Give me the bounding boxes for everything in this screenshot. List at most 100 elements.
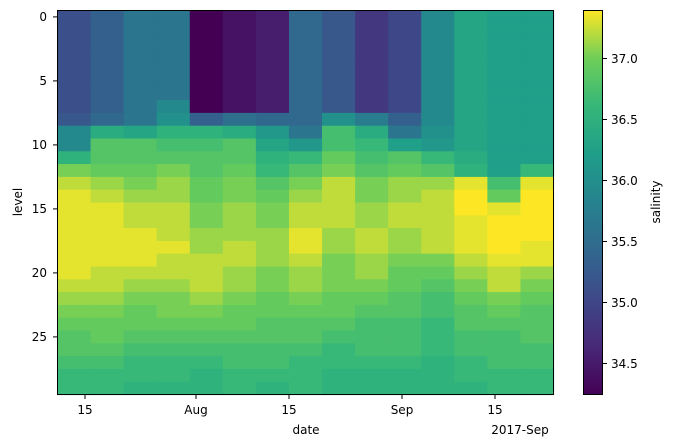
heatmap-cell [288,176,323,191]
heatmap-cell [322,189,356,204]
heatmap-cell [255,266,290,280]
heatmap-cell [388,125,422,140]
heatmap-cell [288,343,323,357]
heatmap-cell [222,202,257,216]
heatmap-cell [189,304,224,319]
heatmap-cell [123,292,158,306]
heatmap-cell [520,266,555,280]
heatmap-cell [322,253,356,268]
heatmap-cell [288,36,323,50]
heatmap-cell [255,253,290,268]
heatmap-cell [388,330,422,344]
heatmap-cell [90,112,125,127]
heatmap-cell [57,240,92,255]
heatmap-cell [487,164,522,178]
y-tick-label: 25 [32,330,47,344]
heatmap-cell [57,381,92,396]
heatmap-cell [189,176,224,191]
heatmap-cell [57,87,92,101]
heatmap-cell [90,138,125,152]
heatmap-cell [189,368,224,383]
heatmap-cell [322,292,356,306]
heatmap-cell [388,87,422,101]
heatmap-cell [520,292,555,306]
heatmap-cell [421,368,455,383]
heatmap-cell [255,381,290,396]
heatmap-cell [322,304,356,319]
heatmap-cell [355,228,389,242]
heatmap-cell [454,292,488,306]
heatmap-cell [255,228,290,242]
heatmap-cell [355,138,389,152]
heatmap-cell [123,381,158,396]
heatmap-cell [189,87,224,101]
heatmap-cell [288,189,323,204]
heatmap-cell [288,48,323,63]
heatmap-cell [189,74,224,88]
heatmap-cell [189,240,224,255]
heatmap-cell [421,151,455,165]
heatmap-cell [90,215,125,229]
heatmap-cell [156,10,191,24]
heatmap-cell [189,292,224,306]
heatmap-cell [90,266,125,280]
heatmap-cell [189,330,224,344]
heatmap-cell [156,368,191,383]
heatmap-cell [421,304,455,319]
heatmap-cell [388,343,422,357]
heatmap-cell [189,189,224,204]
heatmap-cell [487,292,522,306]
colorbar-gradient [583,10,603,395]
heatmap-cell [156,304,191,319]
heatmap-cell [355,48,389,63]
heatmap-cell [90,343,125,357]
heatmap-cell [520,356,555,370]
heatmap-cell [487,112,522,127]
heatmap-cell [454,279,488,293]
heatmap-cell [156,48,191,63]
x-tick-label: Sep [391,403,414,417]
heatmap-cell [90,356,125,370]
heatmap-cell [189,100,224,114]
heatmap-cell [90,100,125,114]
heatmap-cell [487,330,522,344]
heatmap-cell [123,48,158,63]
heatmap-cell [454,61,488,76]
heatmap-cell [255,112,290,127]
heatmap-cell [123,279,158,293]
heatmap-cell [288,164,323,178]
heatmap-cell [355,356,389,370]
heatmap-cell [288,228,323,242]
heatmap-cell [454,381,488,396]
x-axis-offset-label: 2017-Sep [491,423,549,437]
heatmap-cell [421,202,455,216]
heatmap-cell [222,266,257,280]
heatmap-cell [222,164,257,178]
colorbar-tick-label: 35.5 [611,235,638,249]
heatmap-cell [388,176,422,191]
heatmap-cell [123,100,158,114]
heatmap-cell [189,202,224,216]
heatmap-cell [255,10,290,24]
heatmap-cell [322,381,356,396]
heatmap-cell [57,317,92,332]
heatmap-cell [520,100,555,114]
heatmap-cell [57,202,92,216]
heatmap-cell [355,189,389,204]
heatmap-cell [355,176,389,191]
heatmap-cell [90,125,125,140]
heatmap-cell [520,48,555,63]
heatmap-cell [322,330,356,344]
heatmap-cell [123,317,158,332]
heatmap-cell [454,189,488,204]
heatmap-cell [255,240,290,255]
heatmap-cell [288,253,323,268]
heatmap-cell [123,304,158,319]
heatmap-cell [487,253,522,268]
heatmap-cell [222,343,257,357]
heatmap-cell [520,202,555,216]
heatmap-cell [189,61,224,76]
heatmap-cell [322,176,356,191]
heatmap-cell [355,125,389,140]
